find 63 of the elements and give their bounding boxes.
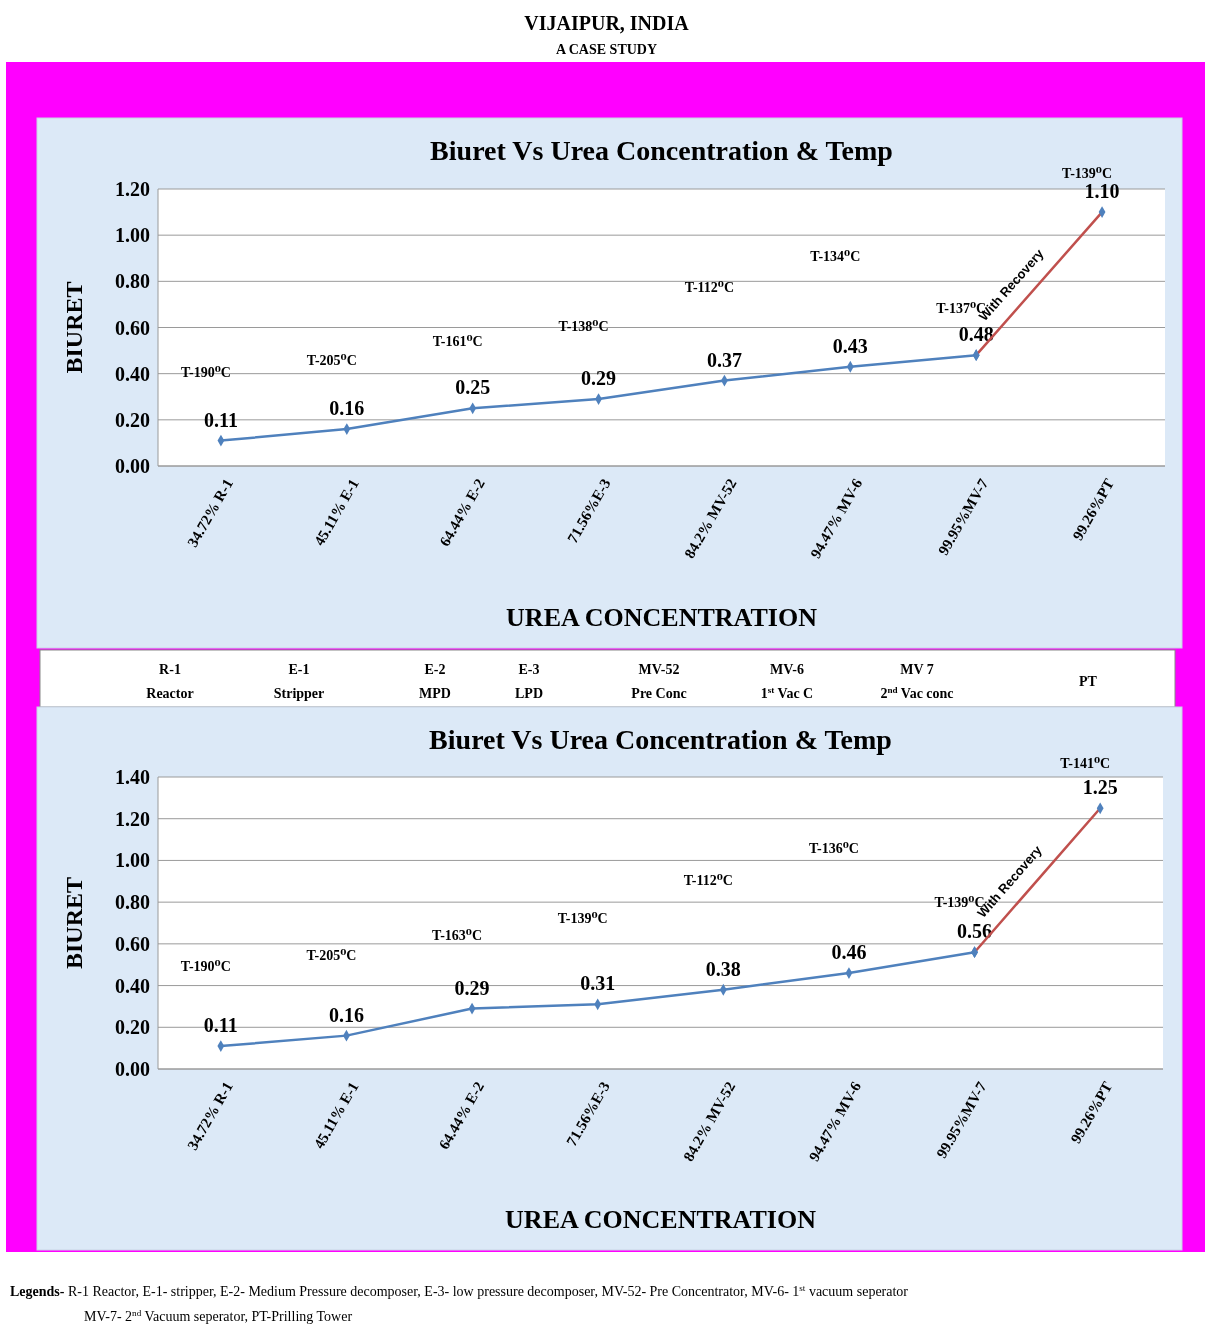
data-label: 0.29: [581, 367, 617, 390]
text: T-141⁰C: [1060, 755, 1111, 771]
text: T-139⁰C: [1062, 165, 1113, 181]
y-tick-label: 0.60: [115, 932, 150, 955]
annotation: T-134⁰C: [810, 248, 861, 264]
data-label: 0.38: [705, 957, 741, 980]
annotation: T-112⁰C: [683, 872, 733, 888]
y-tick-label: 1.00: [115, 224, 150, 247]
text: MV-7- 2$^{nd}$ Vacuum seperator, PT-Prilling Tower: [84, 1308, 353, 1324]
annotation: T-190⁰C: [180, 958, 231, 974]
annotation: T-138⁰C: [558, 318, 609, 334]
data-label: 0.48: [958, 323, 994, 346]
y-tick-label: 1.20: [115, 178, 150, 200]
y-tick-label: 0.40: [115, 362, 150, 385]
text: Legends- R-1 Reactor, E-1- stripper, E-2- Medium Pressure decomposer, E-3- low pressure decomposer, MV-52- Pre Concentrator, MV-6- 1$^{st}$ vacuum seperator: [10, 1283, 909, 1299]
annotation: T-205⁰C: [306, 947, 357, 963]
text: E-3 LPD: [515, 662, 543, 701]
data-label: 0.56: [957, 920, 993, 943]
annotation: T-205⁰C: [306, 352, 357, 368]
y-tick-label: 0.60: [115, 316, 150, 339]
data-label: 0.11: [203, 408, 238, 431]
y-tick-label: 0.20: [115, 1016, 150, 1039]
annotation: T-136⁰C: [808, 840, 859, 856]
chart-title: Biuret Vs Urea Concentration & Temp: [430, 135, 893, 166]
y-axis-title: BIURET: [61, 281, 87, 374]
y-tick-label: 1.40: [115, 766, 150, 788]
chart-title: Biuret Vs Urea Concentration & Temp: [429, 724, 892, 755]
y-axis-title: BIURET: [61, 876, 87, 970]
y-tick-label: 1.20: [115, 807, 150, 830]
text: A CASE STUDY: [555, 42, 658, 57]
y-tick-label: 0.40: [115, 974, 150, 997]
data-label: 0.11: [203, 1014, 238, 1037]
text: VIJAIPUR, INDIA: [524, 12, 690, 34]
y-tick-label: 0.00: [115, 455, 150, 477]
annotation: T-112⁰C: [684, 279, 735, 295]
text: MV-52 Pre Conc: [631, 662, 687, 701]
y-tick-label: 0.80: [115, 270, 150, 293]
data-label: 0.46: [831, 941, 867, 964]
data-label: 1.10: [1084, 180, 1120, 203]
text: R-1 Reactor: [146, 662, 194, 701]
annotation: T-161⁰C: [432, 333, 483, 349]
text: E-1 Stripper: [273, 662, 325, 701]
annotation: T-139⁰C: [557, 910, 608, 926]
data-label: 0.37: [706, 348, 742, 371]
text: PT: [1079, 674, 1098, 689]
data-label: 0.29: [454, 976, 490, 999]
data-label: 0.31: [580, 972, 616, 995]
y-tick-label: 1.00: [115, 849, 150, 872]
x-axis-title: UREA CONCENTRATION: [505, 1205, 817, 1234]
data-label: 0.25: [455, 376, 491, 399]
y-tick-label: 0.80: [115, 891, 150, 914]
data-label: 0.16: [329, 397, 365, 420]
text: E-2 MPD: [419, 662, 451, 701]
y-tick-label: 0.00: [115, 1058, 150, 1080]
annotation: T-190⁰C: [180, 364, 231, 380]
x-axis-title: UREA CONCENTRATION: [506, 603, 818, 632]
data-label: 0.43: [832, 334, 868, 357]
text: MV 7 2$^{nd}$ Vac conc: [880, 662, 954, 701]
annotation: T-163⁰C: [432, 927, 483, 943]
data-label: 0.16: [328, 1003, 364, 1026]
data-label: 1.25: [1082, 776, 1118, 799]
y-tick-label: 0.20: [115, 408, 150, 431]
text: MV-6 1$^{st}$ Vac C: [760, 662, 814, 701]
